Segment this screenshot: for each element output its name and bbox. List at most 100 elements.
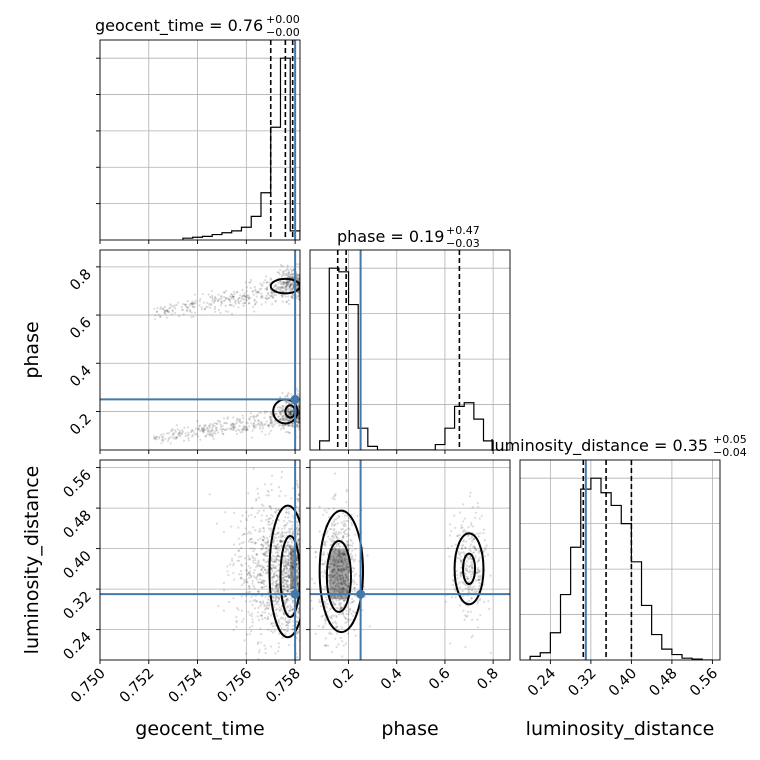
sample-point (155, 435, 158, 439)
sample-point (206, 433, 209, 436)
sample-point (284, 546, 287, 549)
sample-point (209, 430, 212, 434)
sample-point (344, 583, 348, 586)
sample-point (204, 425, 207, 428)
sample-point (268, 679, 270, 681)
sample-point (239, 294, 242, 297)
sample-point (232, 629, 235, 632)
sample-point (347, 613, 350, 616)
sample-point (274, 559, 277, 562)
sample-point (335, 606, 338, 610)
sample-point (352, 558, 355, 561)
sample-point (335, 530, 338, 534)
sample-point (342, 520, 345, 523)
sample-point (257, 290, 260, 293)
sample-point (353, 586, 357, 589)
sample-point (333, 603, 336, 606)
sample-point (245, 578, 248, 581)
sample-point (344, 597, 347, 601)
sample-point (245, 428, 248, 432)
sample-point (242, 304, 245, 307)
sample-point (204, 435, 207, 438)
sample-point (241, 414, 244, 417)
sample-point (202, 428, 205, 431)
sample-point (340, 606, 343, 610)
sample-point (281, 609, 284, 612)
sample-point (270, 489, 273, 492)
sample-point (296, 423, 299, 426)
sample-point (271, 577, 274, 580)
sample-point (244, 281, 247, 284)
sample-point (288, 552, 291, 555)
sample-point (284, 516, 287, 519)
sample-point (334, 494, 337, 497)
sample-point (335, 614, 338, 617)
sample-point (272, 538, 275, 541)
sample-point (350, 523, 354, 527)
sample-point (346, 577, 349, 580)
sample-point (259, 574, 262, 577)
sample-point (323, 543, 326, 546)
sample-point (286, 585, 289, 589)
sample-point (354, 533, 357, 536)
sample-point (341, 558, 344, 561)
sample-point (477, 626, 480, 629)
sample-point (338, 613, 341, 616)
sample-point (283, 571, 286, 574)
sample-point (338, 591, 341, 594)
sample-point (452, 579, 455, 582)
sample-point (337, 531, 341, 534)
sample-point (266, 601, 269, 604)
sample-point (252, 584, 255, 588)
x-tick-label: 0.752 (117, 666, 158, 707)
sample-point (174, 437, 177, 440)
sample-point (345, 519, 348, 522)
sample-point (202, 427, 205, 430)
sample-point (268, 432, 271, 435)
sample-point (474, 579, 478, 582)
axes-frame (519, 459, 721, 661)
sample-point (283, 274, 286, 277)
sample-point (267, 292, 270, 295)
sample-point (182, 308, 185, 311)
sample-point (269, 517, 272, 520)
sample-point (336, 537, 339, 540)
sample-point (344, 554, 347, 557)
sample-point (153, 437, 156, 440)
sample-point (336, 559, 339, 562)
sample-point (297, 529, 300, 532)
sample-point (249, 574, 252, 577)
sample-point (297, 575, 300, 578)
sample-point (292, 550, 295, 553)
sample-point (219, 423, 222, 426)
sample-point (290, 551, 293, 554)
sample-point (338, 552, 341, 555)
sample-point (270, 567, 273, 570)
sample-point (211, 423, 215, 426)
sample-point (336, 573, 339, 576)
sample-point (341, 536, 344, 539)
sample-point (211, 296, 214, 299)
sample-point (261, 579, 264, 582)
sample-point (346, 527, 350, 530)
sample-point (461, 589, 464, 593)
scatter-plot-area (310, 460, 510, 660)
sample-point (338, 555, 341, 558)
sample-point (231, 428, 234, 431)
sample-point (290, 566, 293, 569)
sample-point (328, 565, 331, 569)
sample-point (335, 599, 338, 602)
sample-point (277, 589, 280, 592)
sample-point (336, 578, 339, 581)
sample-point (290, 413, 293, 416)
sample-point (243, 557, 247, 560)
sample-point (460, 559, 463, 562)
sample-point (280, 607, 283, 611)
sample-point (260, 283, 263, 286)
sample-point (231, 426, 235, 429)
sample-point (482, 528, 486, 531)
sample-point (335, 645, 338, 649)
sample-point (339, 589, 342, 592)
sample-point (270, 568, 273, 571)
sample-point (252, 423, 255, 426)
